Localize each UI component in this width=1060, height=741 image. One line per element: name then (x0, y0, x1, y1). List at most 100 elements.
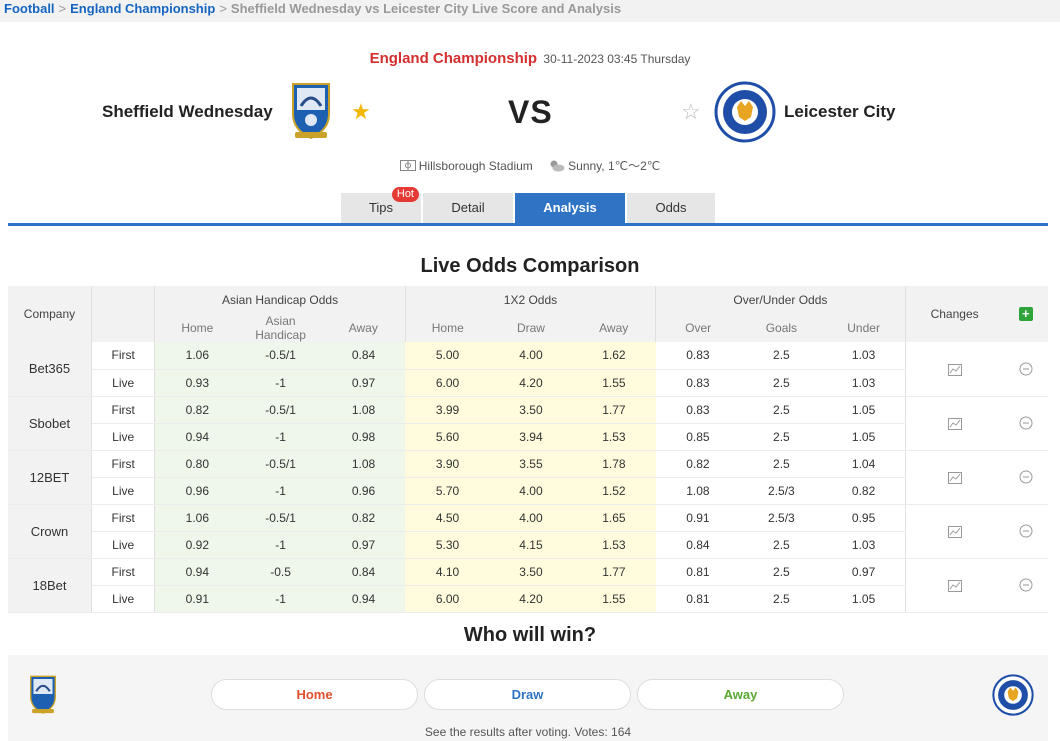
table-row: Sbobet First 0.82 -0.5/1 1.08 3.99 3.50 1.77 0.8… (8, 396, 1048, 451)
asian-odds-cell: 0.96 (321, 477, 406, 505)
breadcrumb-league-link[interactable]: England Championship (70, 1, 216, 16)
table-row: Live 0.91 -1 0.94 6.00 4.20 1.55 0.81 2.5 1.05 (8, 585, 1048, 613)
odds-table-body: Bet365 First 1.06 -0.5/1 0.84 5.00 4.00 1.62 0.8… (8, 342, 1048, 613)
over-under-odds-cell: 0.81 (655, 585, 741, 613)
weather-sunny-icon (548, 159, 565, 175)
1x2-odds-cell: 1.77 (572, 396, 656, 424)
asian-odds-cell: 0.98 (321, 423, 406, 451)
over-under-odds-cell: 0.81 (655, 558, 741, 586)
1x2-odds-cell: 1.55 (572, 369, 656, 397)
add-company-button[interactable]: + (1003, 286, 1048, 342)
minus-circle-icon (1019, 361, 1033, 376)
asian-odds-cell: 0.94 (154, 423, 240, 451)
asian-odds-cell: 0.97 (321, 369, 406, 397)
1x2-odds-cell: 1.52 (572, 477, 656, 505)
match-datetime: 30-11-2023 03:45 Thursday (543, 52, 691, 66)
vote-draw-button[interactable]: Draw (424, 679, 631, 710)
asian-odds-cell: -1 (239, 369, 322, 397)
tab-tips[interactable]: Tips Hot (341, 187, 421, 223)
away-team-crest-icon[interactable] (714, 81, 776, 148)
over-under-odds-cell: 1.05 (822, 423, 906, 451)
sub-header: Over (655, 314, 741, 342)
company-name[interactable]: 12BET (8, 450, 92, 505)
company-name[interactable]: Sbobet (8, 396, 92, 451)
chart-icon (947, 416, 962, 430)
over-under-odds-cell: 2.5 (740, 369, 823, 397)
asian-odds-cell: 0.84 (321, 342, 406, 370)
table-row: 12BET First 0.80 -0.5/1 1.08 3.90 3.55 1.78 0.82… (8, 450, 1048, 505)
home-team-crest-small-icon (28, 673, 58, 720)
vote-home-button[interactable]: Home (211, 679, 418, 710)
over-under-odds-cell: 0.91 (655, 504, 741, 532)
1x2-odds-cell: 5.60 (405, 423, 490, 451)
over-under-odds-cell: 1.03 (822, 369, 906, 397)
sub-header: Away (321, 314, 406, 342)
home-team-name[interactable]: Sheffield Wednesday (102, 102, 273, 121)
odds-chart-button[interactable] (904, 450, 1004, 505)
1x2-odds-cell: 1.53 (572, 531, 656, 559)
1x2-odds-cell: 4.50 (405, 504, 490, 532)
line-label: Live (91, 531, 156, 559)
odds-section-title: Live Odds Comparison (420, 255, 640, 277)
over-under-odds-cell: 2.5 (740, 342, 823, 370)
asian-odds-cell: -0.5 (239, 558, 322, 586)
1x2-odds-cell: 3.90 (405, 450, 490, 478)
remove-company-button[interactable] (1003, 450, 1048, 505)
odds-chart-button[interactable] (904, 558, 1004, 613)
1x2-odds-cell: 4.00 (489, 504, 573, 532)
odds-chart-button[interactable] (904, 342, 1004, 397)
minus-circle-icon (1019, 470, 1033, 484)
hot-badge: Hot (391, 187, 419, 202)
sub-header: Home (405, 314, 490, 342)
match-card: England Championship 30-11-2023 03:45 Th… (0, 22, 1060, 741)
over-under-odds-cell: 1.03 (822, 531, 906, 559)
asian-odds-cell: 0.93 (154, 369, 240, 397)
1x2-odds-cell: 1.77 (572, 558, 656, 586)
vote-panel: Home Draw Away See the results after vot… (8, 655, 1048, 741)
odds-chart-button[interactable] (904, 504, 1004, 559)
away-team-name[interactable]: Leicester City (784, 102, 896, 121)
tab-analysis[interactable]: Analysis (515, 193, 625, 223)
table-row: Bet365 First 1.06 -0.5/1 0.84 5.00 4.00 1.62 0.8… (8, 342, 1048, 397)
over-under-odds-cell: 2.5/3 (740, 477, 823, 505)
company-name[interactable]: Bet365 (8, 342, 92, 397)
breadcrumb-football-link[interactable]: Football (4, 1, 55, 16)
company-name[interactable]: Crown (8, 504, 92, 559)
match-league[interactable]: England Championship (369, 50, 538, 67)
remove-company-button[interactable] (1003, 342, 1048, 397)
remove-company-button[interactable] (1003, 396, 1048, 451)
line-label: First (91, 558, 156, 586)
vote-away-button[interactable]: Away (637, 679, 844, 710)
asian-odds-cell: -1 (239, 477, 322, 505)
col-line-header (91, 286, 156, 342)
line-label: First (91, 342, 156, 370)
home-team-crest-icon[interactable] (289, 80, 333, 145)
weather-text: Sunny, 1℃～2℃ (568, 159, 661, 173)
line-label: Live (91, 585, 156, 613)
asian-odds-cell: -1 (239, 585, 322, 613)
over-under-odds-cell: 0.83 (655, 342, 741, 370)
line-label: First (91, 450, 156, 478)
chart-icon (947, 470, 962, 484)
1x2-odds-cell: 1.53 (572, 423, 656, 451)
1x2-odds-cell: 4.00 (489, 342, 573, 370)
asian-odds-cell: 1.08 (321, 396, 406, 424)
asian-odds-cell: 0.84 (321, 558, 406, 586)
asian-odds-cell: 0.80 (154, 450, 240, 478)
1x2-odds-cell: 1.78 (572, 450, 656, 478)
favorite-star-icon[interactable]: ★ (351, 99, 371, 124)
company-name[interactable]: 18Bet (8, 558, 92, 613)
chart-icon (947, 524, 962, 538)
sub-header: Draw (489, 314, 573, 342)
over-under-odds-cell: 0.83 (655, 369, 741, 397)
odds-chart-button[interactable] (904, 396, 1004, 451)
line-label: First (91, 504, 156, 532)
remove-company-button[interactable] (1003, 504, 1048, 559)
favorite-star-outline-icon[interactable]: ☆ (681, 99, 701, 124)
over-under-odds-cell: 2.5 (740, 531, 823, 559)
breadcrumb: Football > England Championship > Sheffield … (0, 0, 1060, 22)
tab-odds[interactable]: Odds (627, 193, 715, 223)
1x2-odds-cell: 5.30 (405, 531, 490, 559)
tab-detail[interactable]: Detail (423, 193, 513, 223)
remove-company-button[interactable] (1003, 558, 1048, 613)
